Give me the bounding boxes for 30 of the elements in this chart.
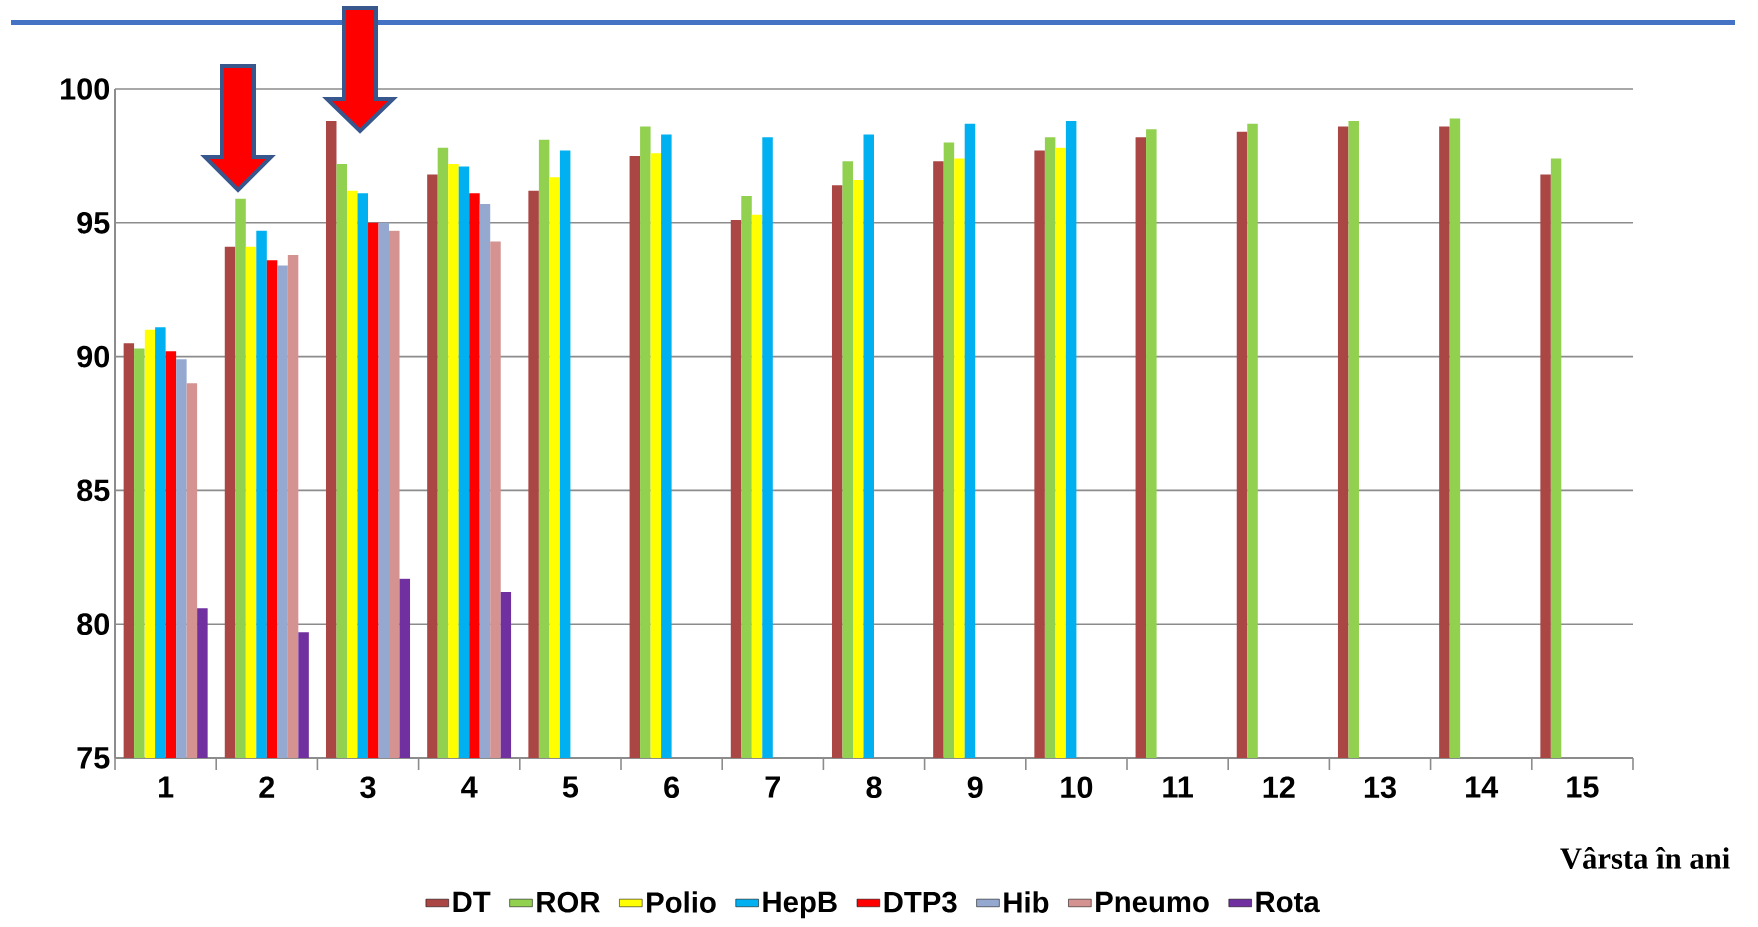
legend-label: ROR <box>537 891 600 913</box>
legend-label: Rota <box>1256 891 1320 913</box>
x-tick-label: 15 <box>1567 776 1599 798</box>
x-tick-label: 12 <box>1263 776 1295 798</box>
x-axis-title: Vârsta în ani <box>1560 846 1730 870</box>
x-tick-label: 7 <box>765 776 780 798</box>
legend-label: Polio <box>647 891 716 913</box>
y-tick-label: 85 <box>77 479 110 502</box>
legend-label: HepB <box>763 891 837 919</box>
x-tick-label: 8 <box>866 776 882 799</box>
x-tick-label: 6 <box>664 776 680 799</box>
y-tick-label: 100 <box>61 78 110 100</box>
y-tick-label: 95 <box>77 211 110 234</box>
x-tick-label: 11 <box>1163 776 1193 798</box>
x-tick-label: 13 <box>1364 776 1396 799</box>
legend-label: DT <box>453 891 491 913</box>
legend-label: DTP3 <box>884 891 957 913</box>
y-tick-label: 90 <box>77 345 110 368</box>
y-tick-label: 75 <box>77 747 110 769</box>
x-tick-label: 2 <box>259 776 275 798</box>
x-tick-label: 10 <box>1061 776 1093 799</box>
x-tick-label: 5 <box>562 776 579 798</box>
x-tick-label: 4 <box>461 776 478 798</box>
legend-label: Hib <box>1004 891 1049 913</box>
x-tick-label: 9 <box>967 776 983 799</box>
x-tick-label: 1 <box>159 776 174 798</box>
x-tick-label: 3 <box>360 776 376 799</box>
legend-label: Pneumo <box>1096 891 1209 913</box>
x-tick-label: 14 <box>1466 776 1499 798</box>
y-tick-label: 80 <box>77 613 110 636</box>
